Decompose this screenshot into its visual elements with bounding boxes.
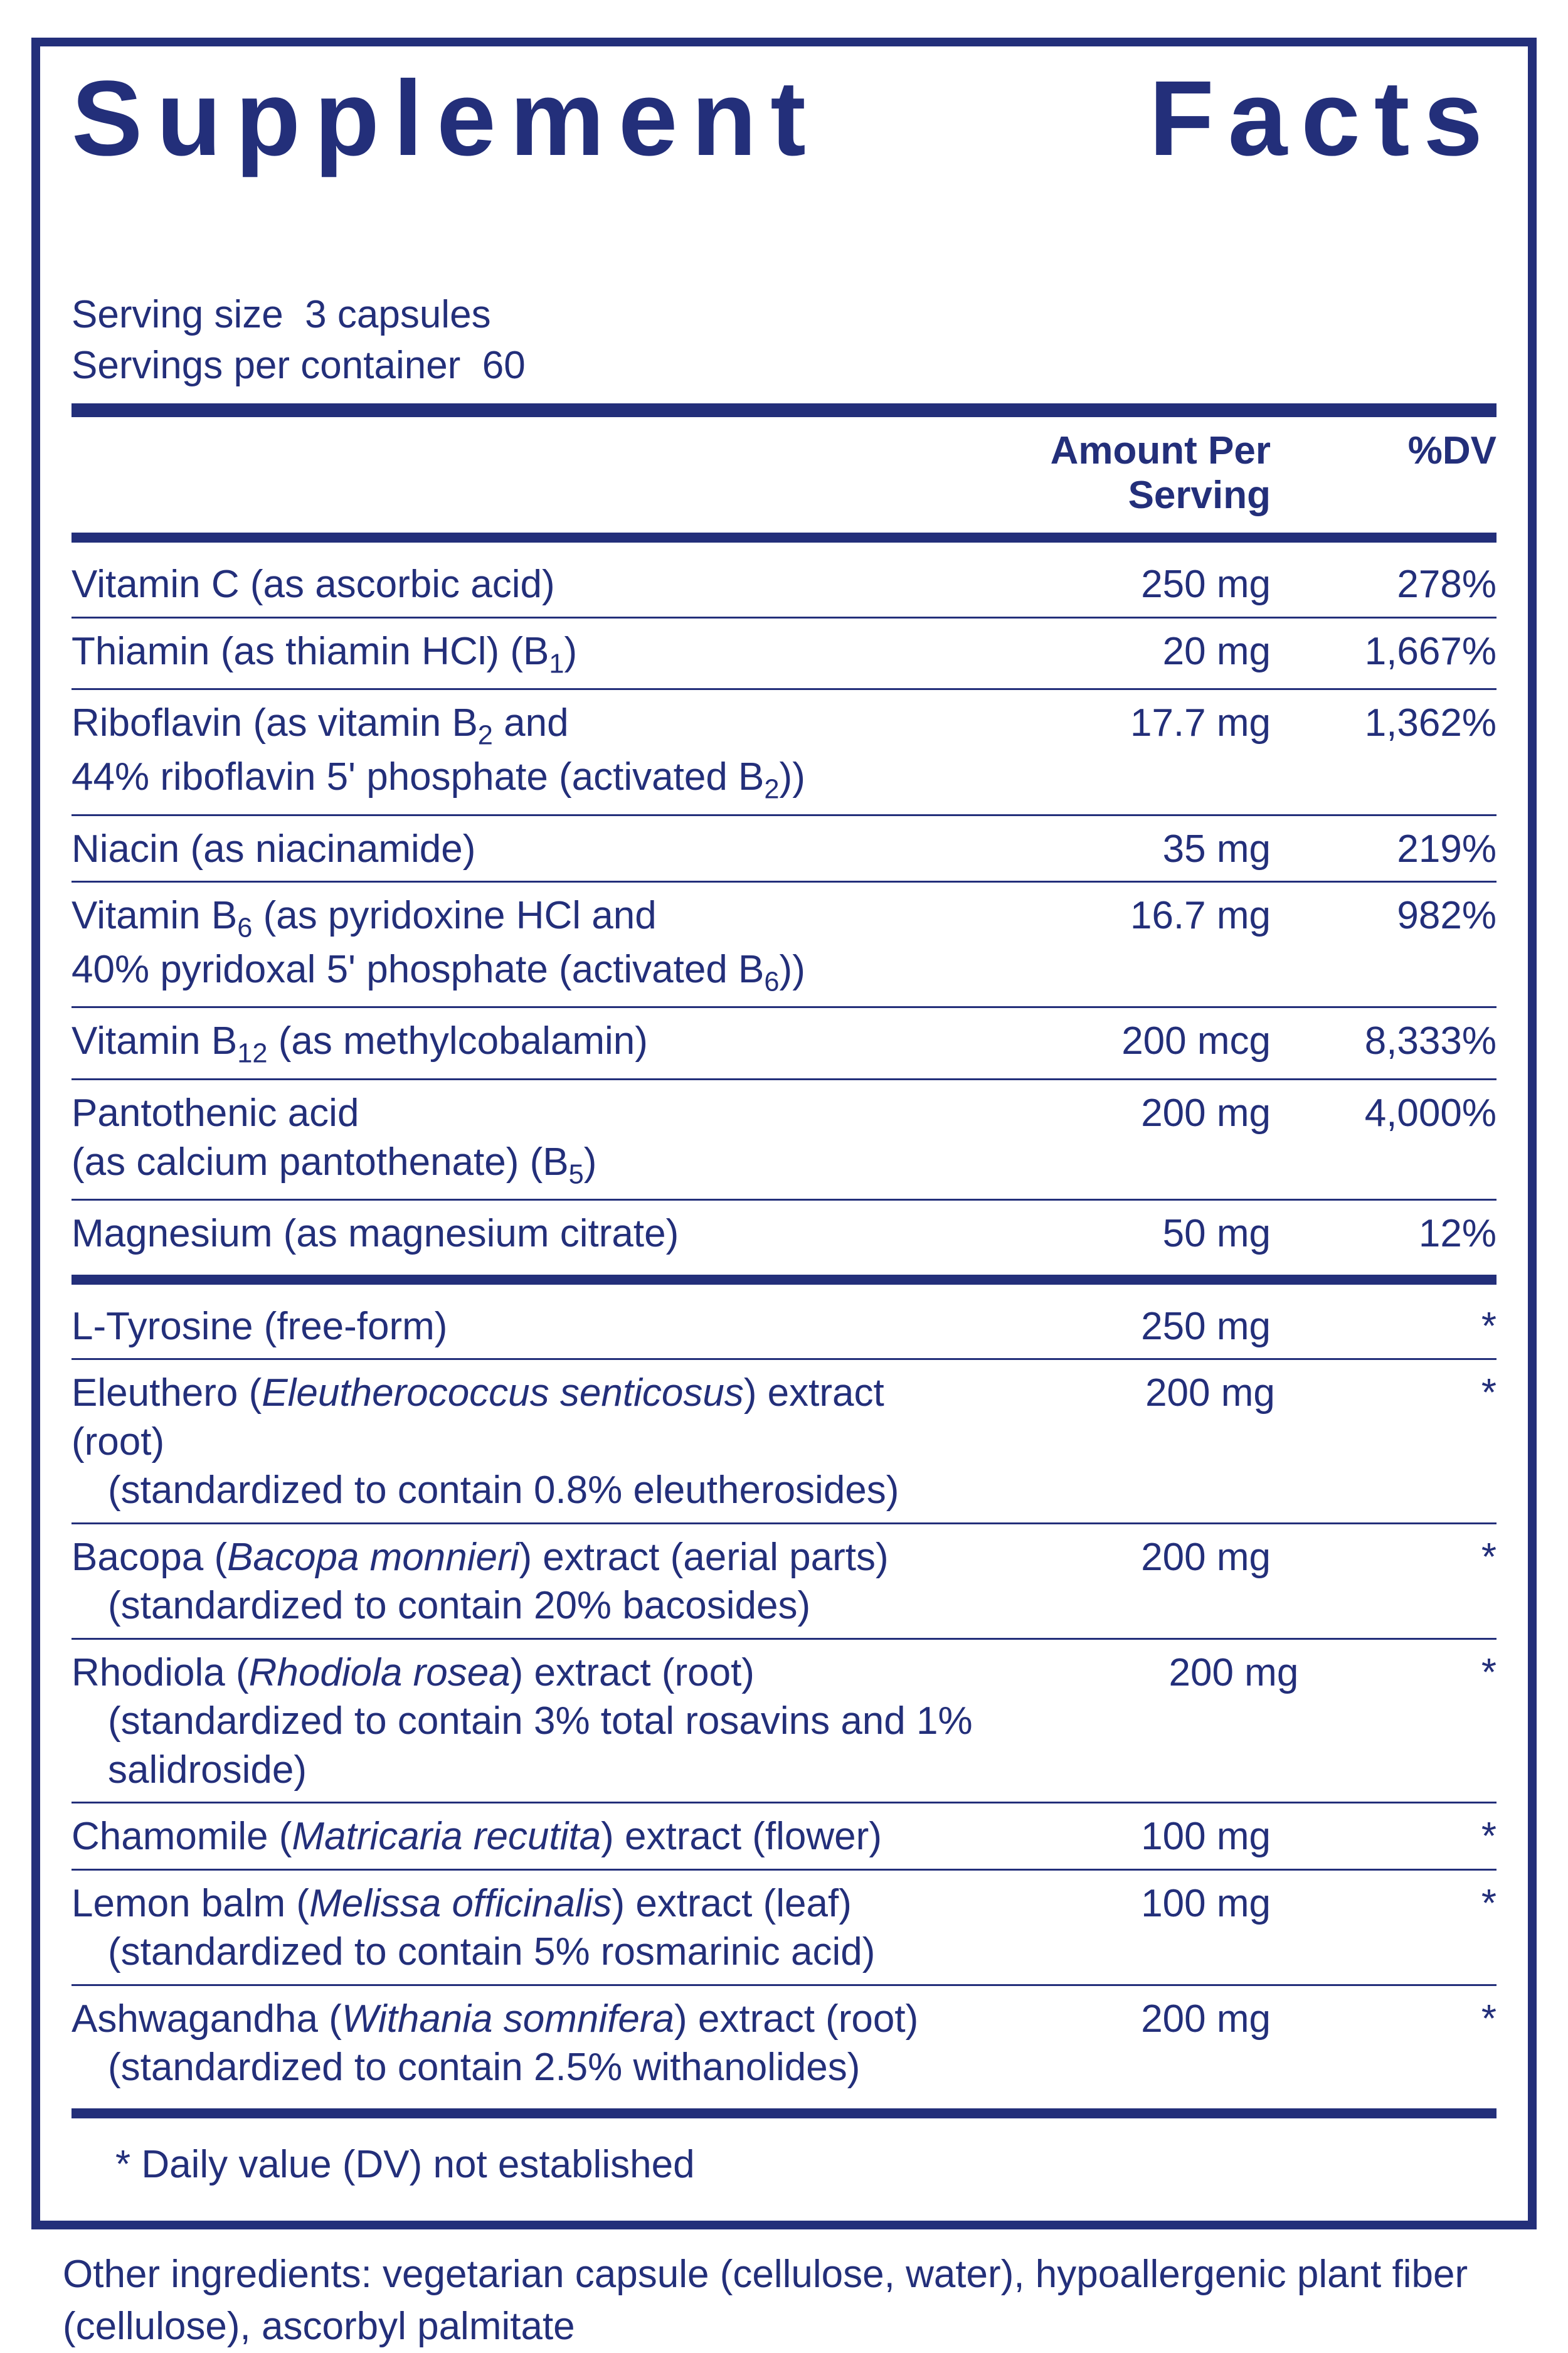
nutrient-amount: 100 mg xyxy=(957,1812,1296,1861)
nutrient-name: Thiamin (as thiamin HCl) (B1) xyxy=(72,627,957,681)
nutrient-dv: 12% xyxy=(1296,1209,1496,1258)
panel-title: Supplement Facts xyxy=(72,65,1496,279)
nutrient-dv: 1,667% xyxy=(1296,627,1496,676)
nutrient-name: Riboflavin (as vitamin B2 and44% ribofla… xyxy=(72,699,957,806)
nutrient-dv: 278% xyxy=(1296,560,1496,609)
nutrient-amount: 16.7 mg xyxy=(957,891,1296,940)
nutrient-dv: * xyxy=(1296,1995,1496,2044)
nutrient-dv: * xyxy=(1296,1879,1496,1928)
nutrient-row: Thiamin (as thiamin HCl) (B1)20 mg1,667% xyxy=(72,619,1496,689)
nutrient-dv: 8,333% xyxy=(1296,1017,1496,1066)
nutrient-amount: 200 mg xyxy=(957,1995,1296,2044)
nutrient-section-no-dv: L-Tyrosine (free-form)250 mg*Eleuthero (… xyxy=(72,1293,1496,2100)
nutrient-name: L-Tyrosine (free-form) xyxy=(72,1302,957,1351)
nutrient-amount: 200 mg xyxy=(968,1369,1300,1418)
nutrient-name: Eleuthero (Eleutherococcus senticosus) e… xyxy=(72,1369,968,1515)
nutrient-row: Pantothenic acid(as calcium pantothenate… xyxy=(72,1080,1496,1199)
nutrient-name: Magnesium (as magnesium citrate) xyxy=(72,1209,957,1258)
nutrient-row: Vitamin B6 (as pyridoxine HCl and40% pyr… xyxy=(72,883,1496,1006)
divider-thick xyxy=(72,403,1496,417)
nutrient-dv: * xyxy=(1296,1812,1496,1861)
nutrient-row: Chamomile (Matricaria recutita) extract … xyxy=(72,1803,1496,1869)
nutrient-dv: * xyxy=(1296,1533,1496,1582)
nutrient-row: Vitamin C (as ascorbic acid)250 mg278% xyxy=(72,551,1496,617)
nutrient-name: Vitamin B6 (as pyridoxine HCl and40% pyr… xyxy=(72,891,957,999)
nutrient-dv: 1,362% xyxy=(1296,699,1496,748)
nutrient-name: Pantothenic acid(as calcium pantothenate… xyxy=(72,1089,957,1191)
nutrient-row: Lemon balm (Melissa officinalis) extract… xyxy=(72,1871,1496,1984)
nutrient-dv: 982% xyxy=(1296,891,1496,940)
header-dv: %DV xyxy=(1296,428,1496,518)
nutrient-row: Bacopa (Bacopa monnieri) extract (aerial… xyxy=(72,1524,1496,1638)
nutrient-row: Riboflavin (as vitamin B2 and44% ribofla… xyxy=(72,690,1496,814)
nutrient-name: Vitamin B12 (as methylcobalamin) xyxy=(72,1017,957,1071)
serving-size-label: Serving size xyxy=(72,293,283,336)
dv-footnote: * Daily value (DV) not established xyxy=(72,2127,1496,2202)
nutrient-amount: 20 mg xyxy=(957,627,1296,676)
nutrient-name: Vitamin C (as ascorbic acid) xyxy=(72,560,957,609)
column-header-row: Amount Per Serving %DV xyxy=(72,423,1496,524)
nutrient-amount: 250 mg xyxy=(957,1302,1296,1351)
nutrient-amount: 200 mg xyxy=(957,1089,1296,1138)
supplement-facts-panel: Supplement Facts Serving size 3 capsules… xyxy=(31,38,1537,2229)
nutrient-dv: 4,000% xyxy=(1296,1089,1496,1138)
serving-info: Serving size 3 capsules Servings per con… xyxy=(72,290,1496,391)
divider-med xyxy=(72,1275,1496,1285)
nutrient-section-with-dv: Vitamin C (as ascorbic acid)250 mg278%Th… xyxy=(72,551,1496,1265)
other-ingredients: Other ingredients: vegetarian capsule (c… xyxy=(31,2248,1537,2353)
nutrient-dv: 219% xyxy=(1296,825,1496,874)
nutrient-name: Niacin (as niacinamide) xyxy=(72,825,957,874)
nutrient-row: Niacin (as niacinamide)35 mg219% xyxy=(72,816,1496,881)
nutrient-row: Ashwagandha (Withania somnifera) extract… xyxy=(72,1986,1496,2100)
nutrient-row: Vitamin B12 (as methylcobalamin)200 mcg8… xyxy=(72,1008,1496,1078)
nutrient-name: Ashwagandha (Withania somnifera) extract… xyxy=(72,1995,957,2092)
serving-size-value: 3 capsules xyxy=(305,293,490,336)
nutrient-name: Rhodiola (Rhodiola rosea) extract (root)… xyxy=(72,1649,1029,1795)
servings-per-container-label: Servings per container xyxy=(72,344,460,387)
nutrient-amount: 250 mg xyxy=(957,560,1296,609)
nutrient-amount: 200 mg xyxy=(957,1533,1296,1582)
servings-per-container-value: 60 xyxy=(482,344,526,387)
nutrient-amount: 35 mg xyxy=(957,825,1296,874)
nutrient-row: Rhodiola (Rhodiola rosea) extract (root)… xyxy=(72,1640,1496,1802)
nutrient-name: Bacopa (Bacopa monnieri) extract (aerial… xyxy=(72,1533,957,1630)
nutrient-amount: 100 mg xyxy=(957,1879,1296,1928)
nutrient-row: Eleuthero (Eleutherococcus senticosus) e… xyxy=(72,1360,1496,1522)
nutrient-amount: 200 mcg xyxy=(957,1017,1296,1066)
nutrient-row: L-Tyrosine (free-form)250 mg* xyxy=(72,1293,1496,1359)
nutrient-amount: 200 mg xyxy=(1029,1649,1324,1697)
divider-med xyxy=(72,2108,1496,2118)
nutrient-row: Magnesium (as magnesium citrate)50 mg12% xyxy=(72,1201,1496,1266)
divider-med xyxy=(72,533,1496,543)
nutrient-dv: * xyxy=(1296,1302,1496,1351)
nutrient-dv: * xyxy=(1323,1649,1496,1697)
nutrient-amount: 17.7 mg xyxy=(957,699,1296,748)
nutrient-dv: * xyxy=(1300,1369,1496,1418)
nutrient-name: Lemon balm (Melissa officinalis) extract… xyxy=(72,1879,957,1977)
header-amount: Amount Per Serving xyxy=(957,428,1296,518)
nutrient-name: Chamomile (Matricaria recutita) extract … xyxy=(72,1812,957,1861)
nutrient-amount: 50 mg xyxy=(957,1209,1296,1258)
